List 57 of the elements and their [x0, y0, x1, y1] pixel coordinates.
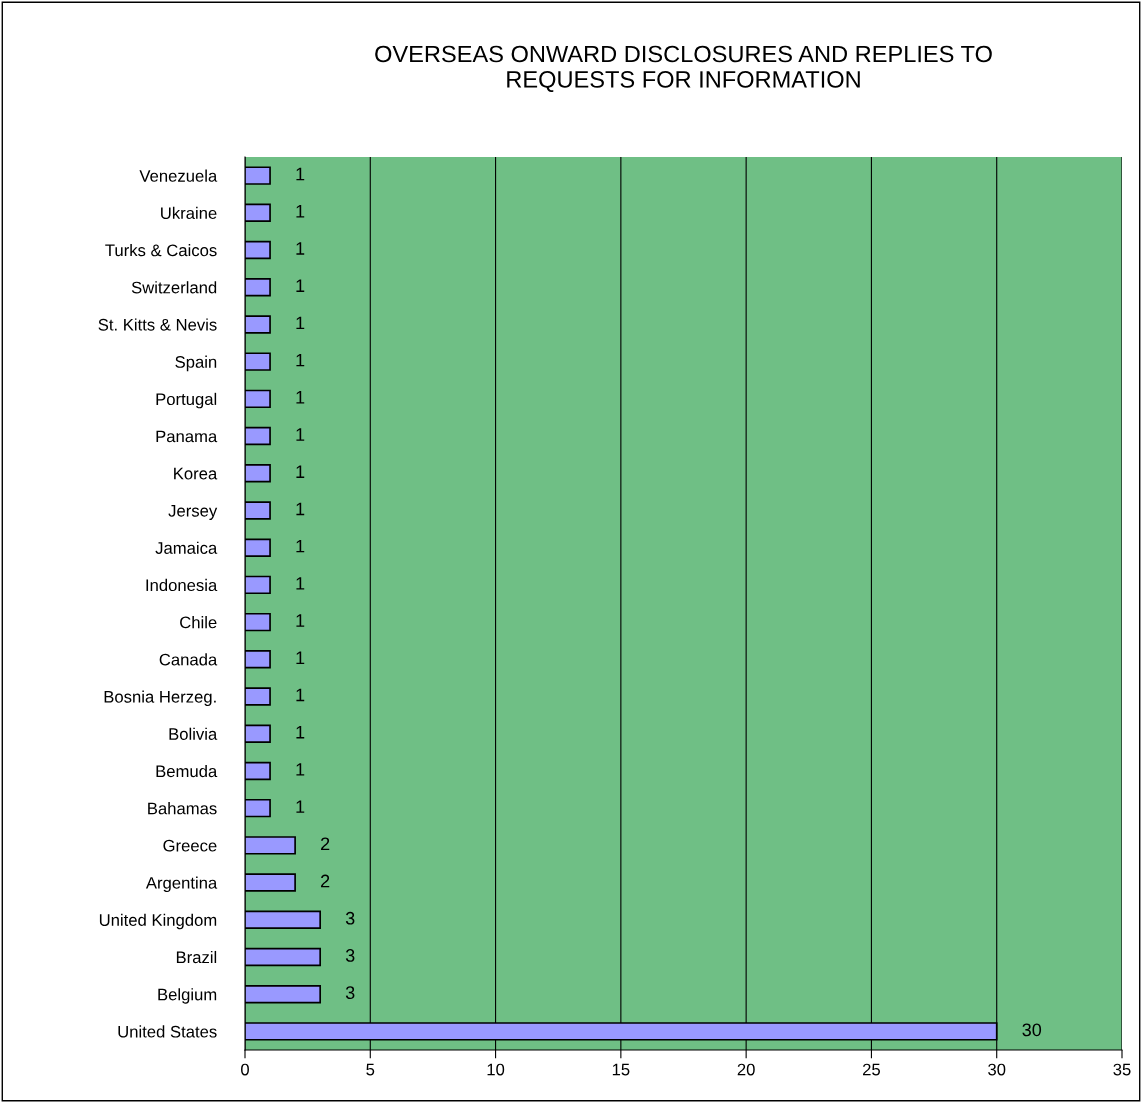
y-tick-label: Bolivia	[169, 727, 218, 740]
data-label: 1	[296, 800, 305, 813]
data-label: 1	[296, 167, 305, 181]
y-tick-label: Ukraine	[161, 206, 217, 220]
data-label: 1	[296, 391, 305, 404]
y-tick-label: Jamaica	[155, 541, 218, 554]
y-tick-label: Bahamas	[148, 802, 217, 815]
y-tick-label: Panama	[156, 430, 218, 443]
y-tick-label: Brazil	[176, 950, 217, 964]
x-tick-label: 15	[612, 1063, 630, 1076]
y-tick-label: Greece	[163, 839, 217, 852]
y-tick-label: Korea	[174, 467, 218, 480]
data-label: 1	[296, 465, 305, 478]
y-tick-label: Switzerland	[131, 281, 217, 294]
data-label: 30	[1022, 1023, 1042, 1037]
data-label: 3	[345, 949, 355, 962]
y-tick-label: Canada	[159, 653, 218, 666]
data-label: 1	[296, 651, 305, 664]
data-label: 2	[321, 874, 330, 888]
y-tick-label: Bosnia Herzeg.	[104, 690, 216, 707]
y-tick-label: Chile	[180, 616, 217, 629]
x-tick-label: 25	[863, 1063, 880, 1076]
y-tick-label: Bemuda	[156, 764, 218, 778]
y-tick-label: United States	[118, 1025, 217, 1038]
data-label: 1	[296, 614, 305, 627]
y-tick-label: Spain	[175, 355, 217, 372]
y-tick-label: St. Kitts & Nevis	[98, 318, 217, 331]
data-label: 1	[296, 205, 305, 218]
data-label: 1	[296, 763, 305, 776]
data-label: 1	[296, 688, 305, 702]
x-tick-label: 5	[366, 1063, 375, 1076]
data-label: 1	[296, 353, 305, 367]
data-label: 1	[296, 316, 305, 330]
data-label: 1	[296, 242, 305, 255]
data-label: 3	[345, 986, 355, 1000]
y-tick-label: Belgium	[158, 988, 217, 1004]
x-tick-label: 10	[487, 1063, 505, 1076]
y-tick-label: Turks & Caicos	[105, 243, 217, 257]
x-tick-label: 20	[737, 1063, 755, 1076]
y-tick-label: Portugal	[156, 392, 217, 409]
data-label: 1	[296, 577, 305, 590]
x-tick-label: 30	[988, 1063, 1006, 1076]
data-label: 1	[296, 428, 305, 441]
y-tick-label: Venezuela	[139, 169, 218, 182]
x-tick-label: 35	[1113, 1063, 1131, 1076]
data-label: 1	[296, 725, 305, 739]
y-tick-label: Argentina	[145, 876, 218, 893]
y-tick-label: Indonesia	[146, 578, 218, 592]
y-tick-label: Jersey	[168, 505, 218, 520]
data-label: 1	[296, 539, 305, 553]
x-tick-label: 0	[241, 1063, 249, 1076]
data-label: 1	[296, 502, 305, 516]
data-label: 3	[345, 911, 355, 925]
data-label: 2	[321, 837, 330, 851]
chart-title: OVERSEAS ONWARD DISCLOSURES AND REPLIES TO REQUESTS FOR INFORMATION	[375, 45, 992, 93]
data-label: 1	[296, 279, 305, 292]
y-tick-label: United Kingdom	[99, 913, 217, 930]
